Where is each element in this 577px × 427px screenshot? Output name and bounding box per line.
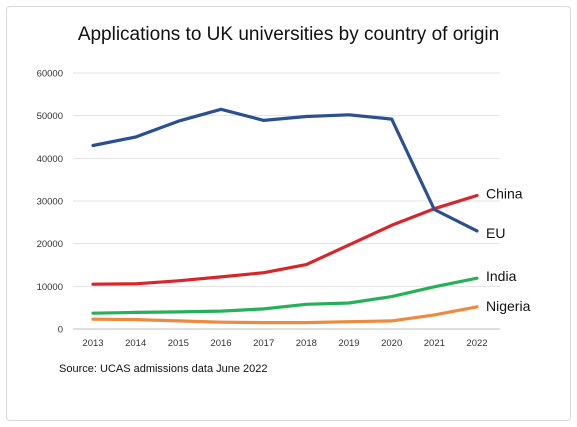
series-line-india [91, 276, 479, 315]
series-line-nigeria [91, 305, 479, 325]
y-tick-label: 60000 [37, 69, 63, 80]
x-tick-label: 2021 [424, 338, 445, 349]
x-tick-label: 2020 [381, 338, 402, 349]
y-tick-label: 40000 [37, 154, 63, 165]
y-tick-label: 10000 [37, 282, 63, 293]
series-line-china [91, 193, 479, 286]
chart-source: Source: UCAS admissions data June 2022 [59, 363, 268, 375]
series-label-india: India [486, 268, 517, 284]
y-tick-label: 50000 [37, 111, 63, 122]
x-tick-label: 2016 [210, 338, 231, 349]
chart-card [6, 6, 571, 421]
x-tick-label: 2015 [168, 338, 189, 349]
series-label-china: China [486, 185, 523, 201]
x-tick-label: 2018 [296, 338, 317, 349]
x-tick-label: 2019 [338, 338, 359, 349]
y-tick-label: 30000 [37, 197, 63, 208]
x-tick-label: 2014 [125, 338, 146, 349]
series-label-nigeria: Nigeria [486, 298, 531, 314]
x-tick-label: 2017 [253, 338, 274, 349]
series-line-eu [91, 107, 479, 233]
chart-title: Applications to UK universities by count… [77, 24, 500, 45]
x-tick-label: 2022 [466, 338, 487, 349]
x-tick-label: 2013 [82, 338, 103, 349]
series-label-eu: EU [486, 225, 505, 241]
y-tick-label: 20000 [37, 239, 63, 250]
y-tick-label: 0 [58, 325, 63, 336]
